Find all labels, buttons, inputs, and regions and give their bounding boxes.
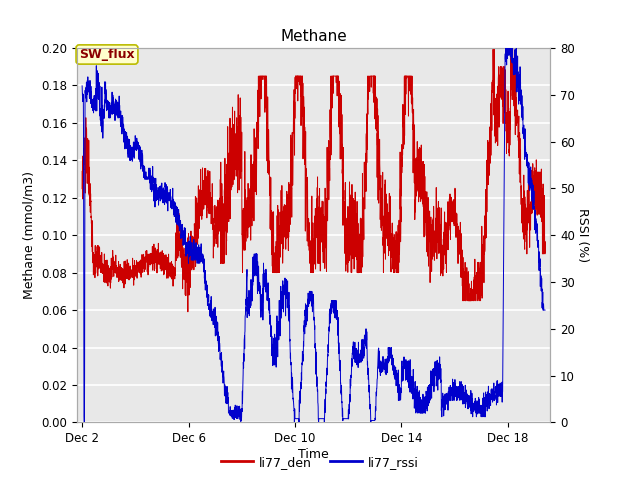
Y-axis label: Methane (mmol/m3): Methane (mmol/m3) [22,171,35,299]
Legend: li77_den, li77_rssi: li77_den, li77_rssi [216,451,424,474]
Title: Methane: Methane [280,29,347,44]
Y-axis label: RSSI (%): RSSI (%) [576,208,589,262]
X-axis label: Time: Time [298,448,329,461]
Text: SW_flux: SW_flux [79,48,135,61]
